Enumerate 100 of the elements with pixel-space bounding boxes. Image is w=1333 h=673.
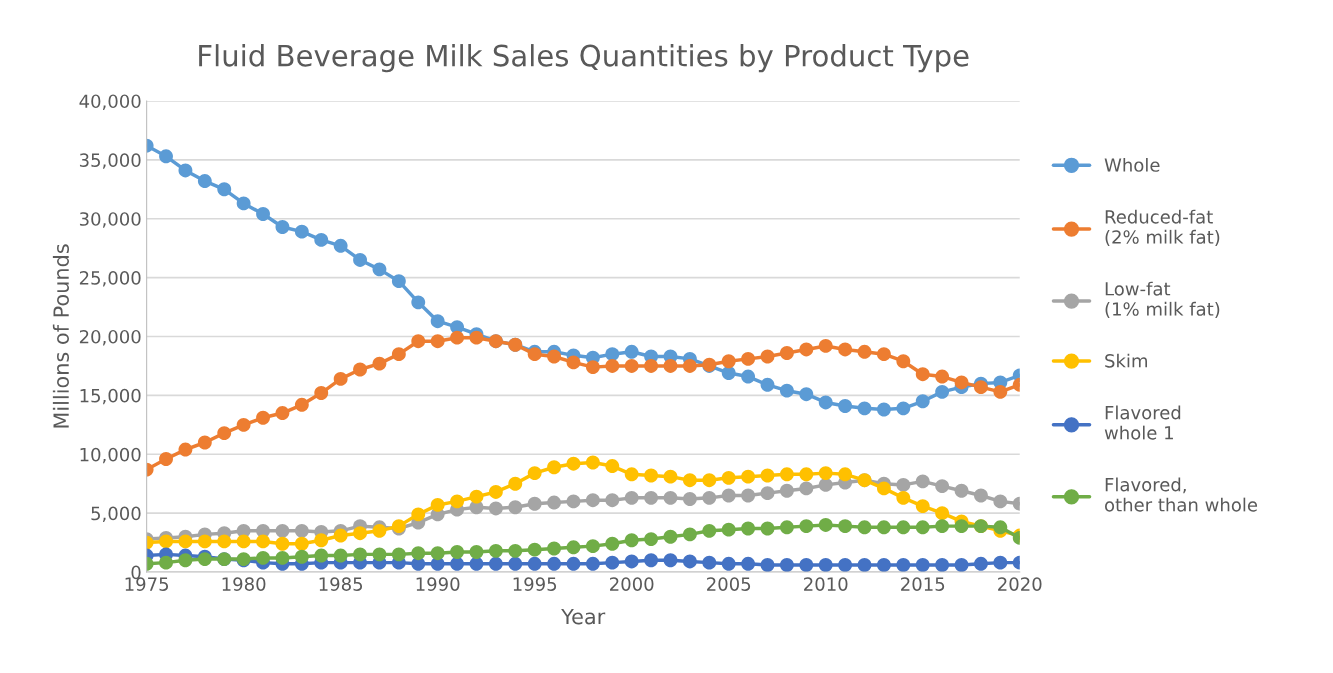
point — [644, 359, 659, 373]
point — [974, 556, 988, 571]
point — [197, 534, 212, 549]
legend-label: Whole — [1104, 157, 1160, 172]
point — [197, 174, 212, 188]
point — [217, 182, 232, 197]
y-tick-label: 25,000 — [79, 271, 141, 287]
x-tick-label: 2015 — [901, 577, 945, 591]
point — [857, 344, 872, 359]
point — [779, 558, 794, 572]
point — [702, 523, 717, 538]
point — [430, 546, 445, 561]
point — [450, 556, 465, 571]
point — [644, 490, 659, 505]
point — [605, 359, 620, 373]
y-tick-label: 0 — [131, 565, 141, 580]
point — [760, 377, 775, 392]
x-tick-label: 2020 — [998, 577, 1042, 591]
point — [857, 520, 872, 535]
point — [876, 402, 891, 417]
point — [624, 490, 639, 505]
point — [760, 558, 775, 572]
point — [178, 553, 193, 568]
point — [256, 410, 270, 425]
point — [876, 558, 891, 572]
point — [256, 534, 270, 549]
point — [275, 536, 290, 551]
point — [760, 349, 775, 364]
x-tick-label: 2010 — [804, 577, 848, 591]
point — [488, 501, 503, 516]
point — [896, 558, 911, 572]
point — [896, 401, 911, 416]
point — [721, 556, 736, 571]
y-tick-label: 40,000 — [79, 94, 141, 110]
point — [159, 555, 173, 570]
point — [294, 224, 309, 239]
point — [605, 493, 620, 508]
legend-label: Low-fat (1% milk fat) — [1105, 281, 1220, 318]
point — [391, 274, 406, 289]
point — [721, 354, 736, 369]
point — [372, 262, 387, 277]
point — [818, 338, 833, 353]
point — [935, 558, 950, 572]
point — [741, 488, 756, 503]
point — [605, 347, 620, 362]
point — [508, 500, 523, 515]
point — [411, 507, 426, 522]
point — [799, 342, 814, 357]
point — [663, 490, 678, 505]
point — [721, 470, 736, 485]
point — [294, 549, 309, 564]
point — [314, 232, 329, 247]
point — [585, 360, 600, 375]
point — [935, 369, 950, 384]
point — [741, 521, 756, 536]
point — [838, 342, 853, 357]
legend-label: Flavored, other than whole — [1105, 477, 1258, 512]
x-tick-label: 1985 — [319, 577, 363, 591]
point — [702, 473, 717, 488]
point — [469, 545, 484, 559]
point — [527, 542, 542, 557]
point — [721, 488, 736, 503]
point — [779, 483, 794, 498]
point — [935, 384, 950, 399]
point — [954, 558, 969, 572]
point — [585, 455, 600, 470]
point — [915, 394, 930, 409]
point — [547, 556, 562, 571]
point — [469, 489, 484, 504]
point — [411, 334, 426, 349]
point — [954, 519, 969, 534]
point — [896, 490, 911, 505]
point — [605, 536, 620, 551]
point — [702, 555, 717, 570]
point — [644, 468, 659, 483]
x-tick-label: 2005 — [707, 577, 751, 591]
point — [566, 494, 581, 509]
point — [644, 553, 659, 568]
point — [236, 196, 251, 211]
point — [818, 395, 833, 410]
point — [644, 532, 659, 547]
point — [624, 467, 639, 482]
point — [585, 539, 600, 554]
point — [838, 399, 853, 413]
point — [236, 534, 251, 549]
point — [508, 556, 523, 571]
point — [256, 207, 270, 221]
point — [974, 488, 988, 503]
point — [275, 220, 290, 234]
point — [547, 460, 562, 475]
point — [488, 556, 503, 571]
legend-label: Reduced-fat (2% milk fat) — [1105, 209, 1220, 246]
point — [353, 526, 367, 541]
point — [605, 555, 620, 570]
point — [838, 519, 853, 534]
x-axis-title: Year — [561, 608, 606, 625]
point — [508, 476, 523, 491]
point — [333, 238, 348, 253]
point — [779, 346, 794, 360]
point — [256, 550, 270, 565]
